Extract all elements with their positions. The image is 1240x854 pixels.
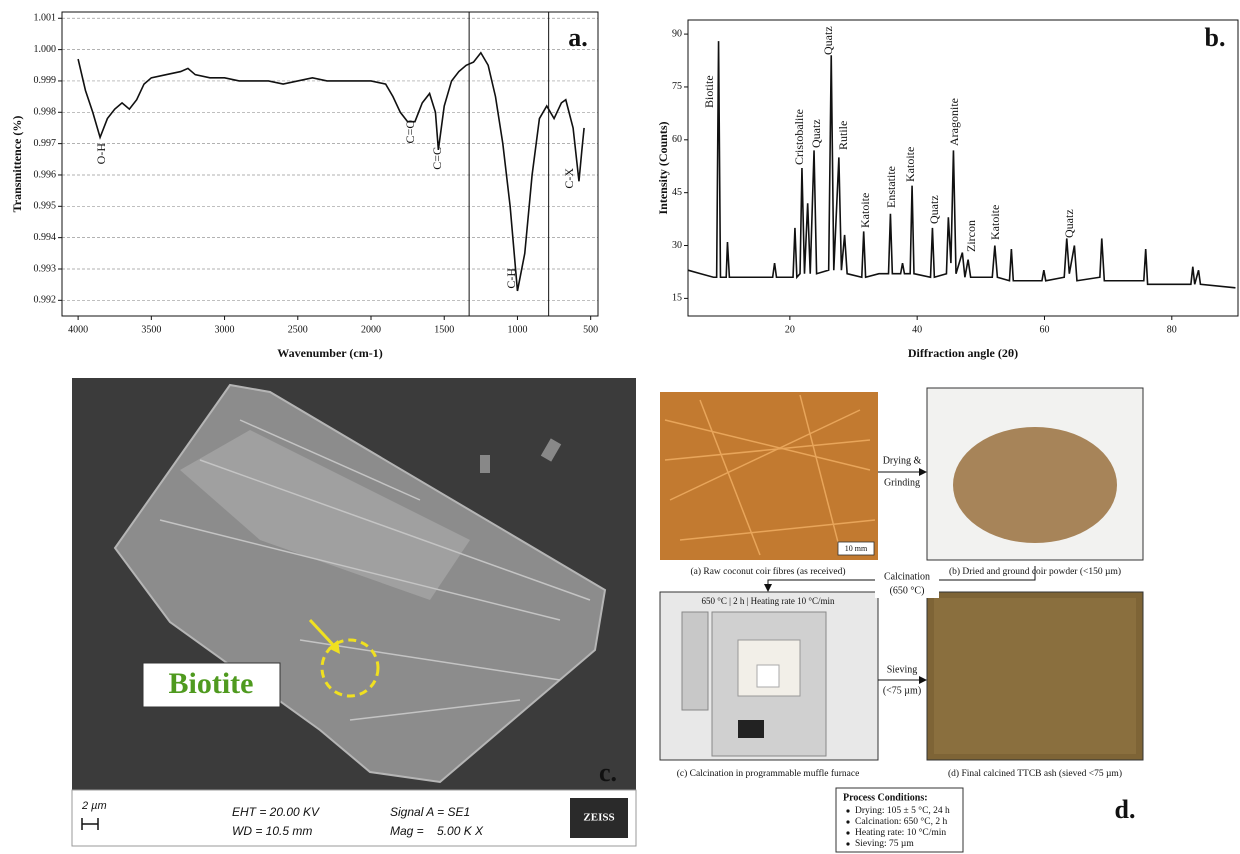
data-line: [688, 41, 1235, 288]
panel-label: c.: [599, 758, 617, 787]
figure: Biotite c. 2 µm EHT = 20.00 KV WD = 10.5…: [0, 0, 1240, 854]
ash-surface: [934, 598, 1136, 754]
condition-item: Calcination: 650 °C, 2 h: [855, 816, 947, 827]
bullet: [846, 809, 849, 812]
y-tick-label: 0.994: [34, 232, 57, 243]
powder-pile: [953, 427, 1117, 543]
x-tick-label: 1000: [507, 324, 527, 335]
y-tick-label: 0.998: [34, 107, 57, 118]
logo: ZEISS: [583, 812, 614, 824]
step-label: Calcination: [884, 571, 930, 582]
y-tick-label: 15: [672, 293, 682, 304]
step-label: Grinding: [884, 477, 920, 488]
peak-annotation: Quatz: [1062, 209, 1076, 238]
condition-item: Sieving: 75 µm: [855, 839, 914, 849]
peak-annotation: Biotite: [702, 75, 716, 108]
y-tick-label: 30: [672, 240, 682, 251]
condition-item: Drying: 105 ± 5 °C, 24 h: [855, 805, 950, 816]
x-axis-label: Diffraction angle (2θ): [908, 346, 1018, 360]
crucible: [757, 665, 779, 687]
furnace-note: 650 °C | 2 h | Heating rate 10 °C/min: [701, 596, 835, 606]
step-label: Sieving: [887, 664, 918, 675]
process-panel: 10 mm 650 °C | 2 h | Heating rate 10 °C/…: [660, 388, 1143, 852]
y-tick-label: 75: [672, 81, 682, 92]
y-tick-label: 60: [672, 134, 682, 145]
controller: [738, 720, 764, 738]
step-label: (<75 µm): [883, 685, 921, 696]
bullet: [846, 820, 849, 823]
peak-annotation: C-H: [504, 268, 518, 289]
peak-annotation: C-X: [562, 168, 576, 189]
caption: (a) Raw coconut coir fibres (as received…: [690, 566, 845, 577]
x-tick-label: 20: [785, 324, 795, 335]
arrow-head: [764, 584, 772, 592]
x-tick-label: 1500: [434, 324, 454, 335]
y-axis-label: Transmittence (%): [10, 116, 24, 213]
y-tick-label: 1.000: [34, 44, 57, 55]
arrow-head: [919, 468, 927, 476]
x-tick-label: 4000: [68, 324, 88, 335]
particle: [480, 455, 490, 473]
peak-annotation: Enstatite: [884, 166, 898, 208]
x-tick-label: 2000: [361, 324, 381, 335]
peak-annotation: Zircon: [964, 220, 978, 252]
furnace-door: [682, 612, 708, 710]
data-line: [78, 53, 584, 291]
arrow-head: [919, 676, 927, 684]
y-tick-label: 0.997: [34, 138, 57, 149]
y-tick-label: 0.992: [34, 295, 57, 306]
info-bar: [72, 790, 636, 846]
y-tick-label: 1.001: [34, 13, 57, 24]
plot-frame: [688, 20, 1238, 316]
step-label: (650 °C): [890, 585, 925, 596]
x-tick-label: 3500: [141, 324, 161, 335]
info-text: EHT = 20.00 KV: [232, 805, 320, 819]
peak-annotation: Quatz: [821, 26, 835, 55]
x-tick-label: 3000: [215, 324, 235, 335]
y-tick-label: 90: [672, 28, 682, 39]
panel-label: d.: [1115, 795, 1136, 824]
peak-annotation: Quatz: [927, 195, 941, 224]
bullet: [846, 842, 849, 845]
info-text: Mag = 5.00 K X: [390, 824, 484, 838]
peak-annotation: Cristobalite: [792, 109, 806, 165]
y-tick-label: 0.999: [34, 75, 57, 86]
x-tick-label: 2500: [288, 324, 308, 335]
peak-annotation: C=C: [430, 147, 444, 170]
peak-annotation: Katoite: [988, 205, 1002, 240]
peak-annotation: Rutile: [836, 121, 850, 150]
x-axis-label: Wavenumber (cm-1): [277, 346, 382, 360]
caption: (d) Final calcined TTCB ash (sieved <75 …: [948, 768, 1122, 779]
peak-annotation: Katoite: [858, 193, 872, 228]
x-tick-label: 500: [583, 324, 598, 335]
mineral-label: Biotite: [169, 667, 254, 700]
peak-annotation: Aragonite: [947, 98, 961, 146]
x-tick-label: 60: [1039, 324, 1049, 335]
chart: 15 30 45 60 75 90 20 40 60 80 Diffraction angle (2…: [656, 20, 1238, 360]
info-text: WD = 10.5 mm: [232, 824, 312, 838]
y-tick-label: 45: [672, 187, 682, 198]
peak-annotation: Quatz: [809, 119, 823, 148]
sem-panel: Biotite c. 2 µm EHT = 20.00 KV WD = 10.5…: [72, 378, 636, 846]
panel-label: a.: [568, 23, 588, 52]
step-label: Drying &: [883, 455, 922, 466]
bullet: [846, 831, 849, 834]
y-axis-label: Intensity (Counts): [656, 121, 670, 214]
peak-annotation: Katoite: [903, 147, 917, 182]
panel-label: b.: [1205, 23, 1226, 52]
conditions-title: Process Conditions:: [843, 792, 928, 803]
y-tick-label: 0.993: [34, 263, 57, 274]
scale-label: 2 µm: [81, 800, 107, 812]
peak-annotation: O-H: [94, 143, 108, 165]
peak-annotation: C=O: [403, 120, 417, 144]
y-tick-label: 0.996: [34, 169, 57, 180]
caption: (c) Calcination in programmable muffle f…: [677, 768, 860, 779]
y-tick-label: 0.995: [34, 201, 57, 212]
x-tick-label: 40: [912, 324, 922, 335]
x-tick-label: 80: [1167, 324, 1177, 335]
chart: 0.992 0.993 0.994 0.995 0.996 0.997 0.998 0.999…: [10, 12, 598, 360]
condition-item: Heating rate: 10 °C/min: [855, 827, 946, 838]
scale-label: 10 mm: [845, 544, 868, 553]
info-text: Signal A = SE1: [390, 805, 470, 819]
